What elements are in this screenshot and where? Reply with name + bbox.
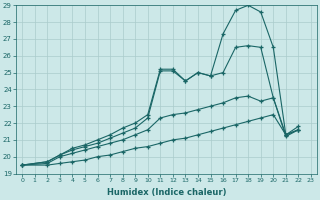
X-axis label: Humidex (Indice chaleur): Humidex (Indice chaleur) bbox=[107, 188, 226, 197]
